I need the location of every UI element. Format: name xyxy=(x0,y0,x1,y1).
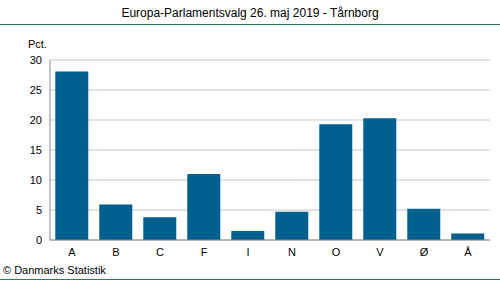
svg-text:10: 10 xyxy=(30,174,42,186)
html-text:Europa-Parlamentsvalg 26. maj: Europa-Parlamentsvalg 26. maj 2019 - Tår… xyxy=(121,6,379,20)
svg-text:V: V xyxy=(376,246,384,258)
svg-text:5: 5 xyxy=(36,204,42,216)
svg-text:15: 15 xyxy=(30,144,42,156)
svg-text:I: I xyxy=(246,246,249,258)
svg-text:25: 25 xyxy=(30,84,42,96)
html-text:Pct.: Pct. xyxy=(28,38,47,50)
svg-text:N: N xyxy=(288,246,296,258)
svg-text:0: 0 xyxy=(36,234,42,246)
svg-text:A: A xyxy=(68,246,76,258)
svg-text:O: O xyxy=(332,246,341,258)
html-text:© Danmarks Statistik: © Danmarks Statistik xyxy=(3,264,106,276)
svg-text:30: 30 xyxy=(30,54,42,66)
svg-text:F: F xyxy=(201,246,208,258)
svg-text:Å: Å xyxy=(464,246,472,258)
svg-text:20: 20 xyxy=(30,114,42,126)
svg-text:C: C xyxy=(156,246,164,258)
svg-text:B: B xyxy=(112,246,119,258)
svg-text:Ø: Ø xyxy=(420,246,429,258)
